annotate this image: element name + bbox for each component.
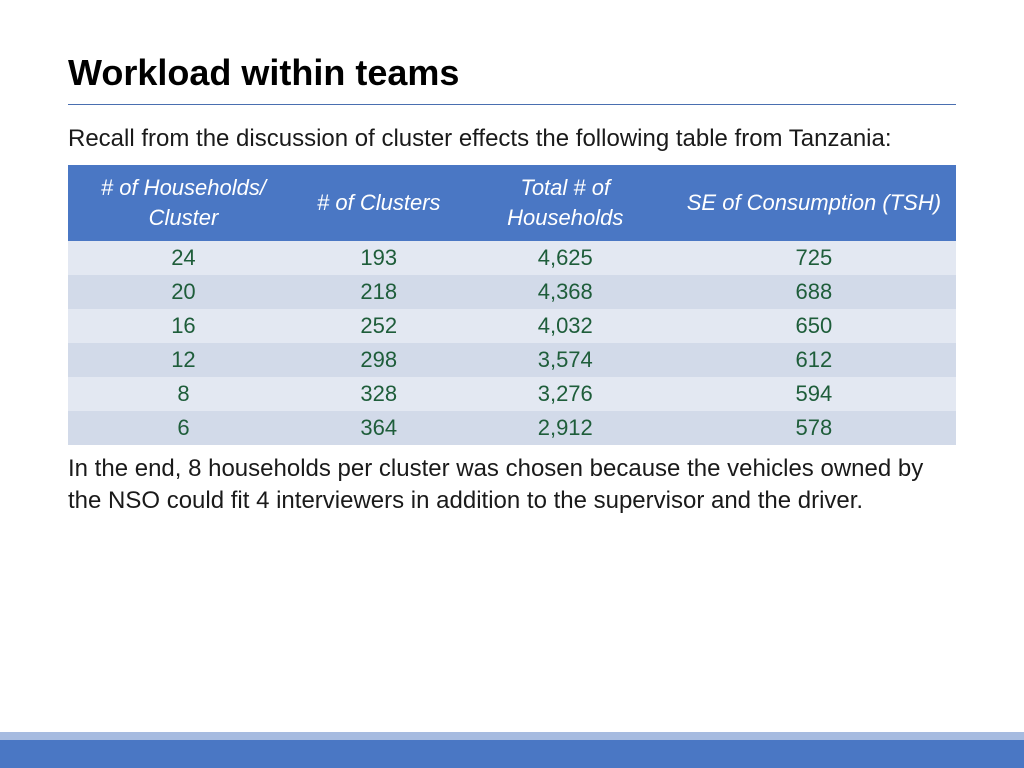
cell: 298 [299,343,459,377]
footer-dark-strip [0,740,1024,768]
cell: 4,032 [459,309,672,343]
cell: 594 [672,377,956,411]
cell: 2,912 [459,411,672,445]
cell: 4,368 [459,275,672,309]
cell: 24 [68,241,299,275]
cell: 3,276 [459,377,672,411]
table-row: 6 364 2,912 578 [68,411,956,445]
col-header: SE of Consumption (TSH) [672,165,956,240]
cell: 6 [68,411,299,445]
cell: 650 [672,309,956,343]
table-header: # of Households/ Cluster # of Clusters T… [68,165,956,240]
cell: 252 [299,309,459,343]
cell: 578 [672,411,956,445]
outro-text: In the end, 8 households per cluster was… [68,453,956,518]
data-table: # of Households/ Cluster # of Clusters T… [68,165,956,444]
cell: 8 [68,377,299,411]
slide: Workload within teams Recall from the di… [0,0,1024,518]
cell: 218 [299,275,459,309]
col-header: Total # of Households [459,165,672,240]
cell: 612 [672,343,956,377]
table-row: 24 193 4,625 725 [68,241,956,275]
cell: 193 [299,241,459,275]
table-row: 16 252 4,032 650 [68,309,956,343]
table-row: 12 298 3,574 612 [68,343,956,377]
cell: 725 [672,241,956,275]
cell: 688 [672,275,956,309]
table-row: 20 218 4,368 688 [68,275,956,309]
col-header: # of Clusters [299,165,459,240]
col-header: # of Households/ Cluster [68,165,299,240]
cell: 4,625 [459,241,672,275]
table-row: 8 328 3,276 594 [68,377,956,411]
cell: 364 [299,411,459,445]
slide-title: Workload within teams [68,52,956,94]
intro-text: Recall from the discussion of cluster ef… [68,123,956,155]
cell: 328 [299,377,459,411]
title-rule [68,104,956,105]
cell: 20 [68,275,299,309]
footer-band [0,732,1024,768]
cell: 16 [68,309,299,343]
cell: 3,574 [459,343,672,377]
table-body: 24 193 4,625 725 20 218 4,368 688 16 252… [68,241,956,445]
cell: 12 [68,343,299,377]
